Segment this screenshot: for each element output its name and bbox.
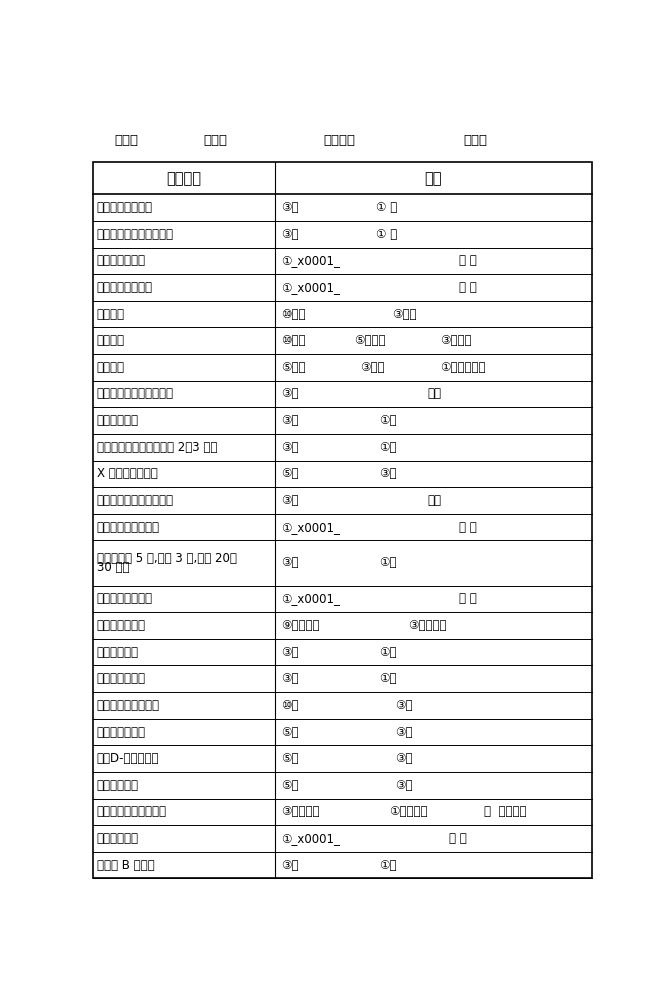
Text: ①否: ①否 [379, 672, 397, 685]
Text: ③完全知晓: ③完全知晓 [281, 805, 320, 818]
Text: 患者知晓健康教育要点: 患者知晓健康教育要点 [97, 805, 167, 818]
Text: ⑤是: ⑤是 [281, 779, 299, 792]
Text: ⑩是: ⑩是 [281, 699, 299, 712]
Text: ③肘下: ③肘下 [392, 308, 417, 321]
Text: 30 分钟: 30 分钟 [97, 561, 129, 574]
Text: 穿刺次数: 穿刺次数 [97, 361, 125, 374]
Text: ③是: ③是 [281, 646, 299, 659]
Text: 操作护士有相应资质证书: 操作护士有相应资质证书 [97, 228, 174, 241]
Text: ③是: ③是 [281, 228, 299, 241]
Text: X 线头端位置恰当: X 线头端位置恰当 [97, 467, 158, 480]
Text: 并发症预防处理恰当: 并发症预防处理恰当 [97, 699, 160, 712]
Text: ③是: ③是 [281, 441, 299, 454]
Text: ③部分依从: ③部分依从 [408, 619, 447, 632]
Text: 置管后热敷 5 天,每天 3 次,每次 20～: 置管后热敷 5 天,每天 3 次,每次 20～ [97, 552, 236, 565]
Text: ⑤一次: ⑤一次 [281, 361, 306, 374]
Text: ①否: ①否 [379, 441, 397, 454]
Text: 穿刺无菌操作: 穿刺无菌操作 [97, 414, 139, 427]
Text: 指标项目: 指标项目 [166, 171, 201, 186]
Text: ①_x0001_: ①_x0001_ [281, 592, 340, 605]
Text: ③是: ③是 [281, 859, 299, 872]
Text: ⓪否: ⓪否 [427, 494, 441, 507]
Text: ①_x0001_: ①_x0001_ [281, 832, 340, 845]
Text: ①三次及以上: ①三次及以上 [440, 361, 485, 374]
Text: 拔管率 B 超检查: 拔管率 B 超检查 [97, 859, 154, 872]
Text: ⓪ 否: ⓪ 否 [459, 281, 476, 294]
Text: ①否: ①否 [379, 859, 397, 872]
Text: ⑤是: ⑤是 [281, 726, 299, 739]
Text: ③两次: ③两次 [361, 361, 385, 374]
Text: ⓪  完全不知: ⓪ 完全不知 [484, 805, 526, 818]
Text: 冲封管手法正确: 冲封管手法正确 [97, 672, 146, 685]
Text: ⓪ 否: ⓪ 否 [459, 254, 476, 267]
Text: ① 否: ① 否 [376, 201, 397, 214]
Text: ①否: ①否 [379, 414, 397, 427]
Text: 置管位置: 置管位置 [97, 308, 125, 321]
Text: ③是: ③是 [281, 494, 299, 507]
Text: ⑤是: ⑤是 [281, 752, 299, 765]
Text: 透明贴预防静脉炎的使用: 透明贴预防静脉炎的使用 [97, 494, 174, 507]
Text: ③否: ③否 [395, 752, 413, 765]
Text: ⑨完全依从: ⑨完全依从 [281, 619, 320, 632]
Text: ①否: ①否 [379, 556, 397, 569]
Text: ③是: ③是 [281, 201, 299, 214]
Text: 送管轻柔，每次送管长度 2～3 厘米: 送管轻柔，每次送管长度 2～3 厘米 [97, 441, 217, 454]
Text: ⑤是: ⑤是 [281, 467, 299, 480]
Text: 穿刺点使用止血材料: 穿刺点使用止血材料 [97, 521, 160, 534]
Text: ①_x0001_: ①_x0001_ [281, 521, 340, 534]
Text: ⑩贵要: ⑩贵要 [281, 334, 306, 347]
Text: ⓪ 否: ⓪ 否 [459, 592, 476, 605]
Text: 护理记录完整: 护理记录完整 [97, 832, 139, 845]
Text: 住院号：: 住院号： [324, 134, 356, 147]
Text: 检查无菌物品合格: 检查无菌物品合格 [97, 281, 153, 294]
Text: 签署知情同意书: 签署知情同意书 [97, 254, 146, 267]
Text: 发放握拳运动工具: 发放握拳运动工具 [97, 592, 153, 605]
Text: 操作环境空气消毒: 操作环境空气消毒 [97, 201, 153, 214]
Text: ③是: ③是 [281, 387, 299, 400]
Text: 患者血小板正常: 患者血小板正常 [97, 726, 146, 739]
Text: ③否: ③否 [395, 779, 413, 792]
Text: ③是: ③是 [281, 414, 299, 427]
Text: 皮肤消毒方法及范围规范: 皮肤消毒方法及范围规范 [97, 387, 174, 400]
Text: ①_x0001_: ①_x0001_ [281, 281, 340, 294]
Text: ③否: ③否 [379, 467, 397, 480]
Text: 患者D-二聚体正常: 患者D-二聚体正常 [97, 752, 159, 765]
Text: 固定方法正确: 固定方法正确 [97, 646, 139, 659]
Text: ⓪ 否: ⓪ 否 [450, 832, 467, 845]
Text: ⑤肘正中: ⑤肘正中 [354, 334, 385, 347]
Text: ③否: ③否 [395, 726, 413, 739]
Text: ③是: ③是 [281, 556, 299, 569]
Text: ③否: ③否 [395, 699, 413, 712]
Text: ③头静脉: ③头静脉 [440, 334, 472, 347]
Text: 静脉选择: 静脉选择 [97, 334, 125, 347]
Text: 得分: 得分 [425, 171, 442, 186]
Text: 得分：: 得分： [463, 134, 487, 147]
Text: ③是: ③是 [281, 672, 299, 685]
Text: ①否: ①否 [379, 646, 397, 659]
Text: ⓪ 否: ⓪ 否 [459, 521, 476, 534]
Text: ①部分知晓: ①部分知晓 [389, 805, 428, 818]
Text: ⑩肘上: ⑩肘上 [281, 308, 306, 321]
Text: 床号：: 床号： [204, 134, 228, 147]
Text: ①_x0001_: ①_x0001_ [281, 254, 340, 267]
Text: 患者换药依从性: 患者换药依从性 [97, 619, 146, 632]
Text: 姓名：: 姓名： [114, 134, 138, 147]
Text: ⓪否: ⓪否 [427, 387, 441, 400]
Text: 维护操作规范: 维护操作规范 [97, 779, 139, 792]
Text: ① 否: ① 否 [376, 228, 397, 241]
